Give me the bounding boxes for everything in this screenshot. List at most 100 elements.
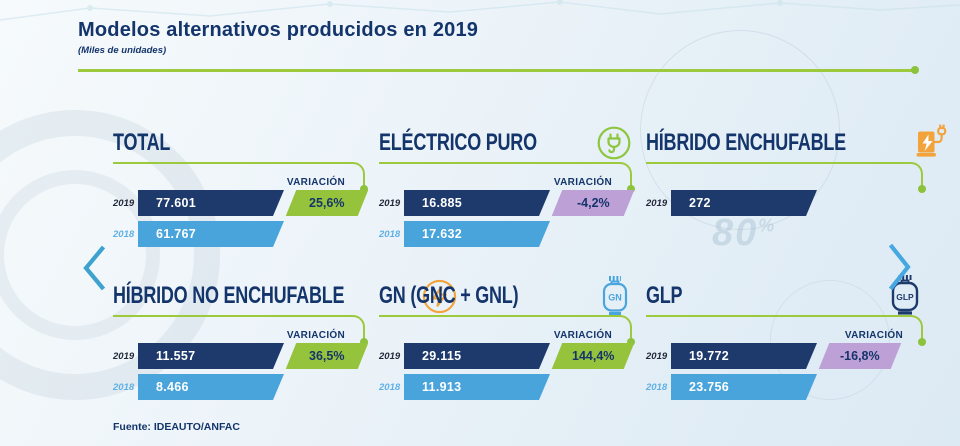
header-underline [78, 66, 919, 75]
next-button[interactable] [886, 241, 914, 296]
lightning-circle-icon [421, 278, 458, 315]
year-label: 2019 [646, 350, 668, 362]
panel-title: ELÉCTRICO PURO [379, 129, 537, 156]
bar-row-2019: 2019 272 [646, 190, 923, 216]
line-end-dot [627, 338, 636, 346]
panel-gn: GN (GNC + GNL) GN VARIACIÓN 2019 29.115 [379, 276, 636, 405]
bar-row-2019: 2019 19.772 -16,8% [646, 343, 923, 369]
fuel-pump-plug-icon [913, 123, 951, 163]
year-label: 2018 [379, 228, 401, 240]
bar-value: 16.885 [422, 196, 463, 210]
year-label: 2019 [379, 350, 401, 362]
year-label: 2019 [379, 197, 401, 209]
bar-row-2018: 2018 11.913 [379, 374, 632, 400]
value-bar-2019: 16.885 [404, 190, 550, 216]
cylinder-label: GLP [896, 292, 914, 302]
panel-hibrido-enchufable: HÍBRIDO ENCHUFABLE 2019 272 [646, 124, 946, 252]
panel-underline: VARIACIÓN [113, 315, 369, 346]
variation-badge: 25,6% [285, 190, 369, 216]
gas-cylinder-gn-icon: GN [598, 275, 632, 317]
variation-value: 144,4% [571, 349, 615, 363]
variation-value: 36,5% [309, 349, 345, 363]
bar-value: 11.913 [422, 380, 462, 394]
variacion-label: VARIACIÓN [844, 330, 903, 341]
bar-value: 29.115 [422, 349, 462, 363]
page-title: Modelos alternativos producidos en 2019 [78, 19, 479, 41]
line-end-dot [627, 185, 636, 193]
chevron-right-icon [886, 243, 914, 296]
value-bar-2018: 61.767 [138, 221, 284, 247]
year-label: 2018 [379, 381, 401, 393]
bar-value: 17.632 [422, 227, 463, 241]
page-subtitle: (Miles de unidades) [78, 45, 167, 56]
bar-row-2019: 2019 11.557 36,5% [113, 343, 369, 369]
bar-value: 23.756 [689, 380, 730, 394]
value-bar-2018: 11.913 [404, 374, 550, 400]
variacion-label: VARIACIÓN [553, 330, 612, 341]
panel-underline: VARIACIÓN [379, 162, 636, 193]
plug-circle-icon [596, 125, 632, 161]
panel-underline: VARIACIÓN [646, 315, 927, 346]
panel-title: GN (GNC + GNL) [379, 282, 519, 309]
bar-row-2018: 2018 17.632 [379, 221, 632, 247]
panel-underline: VARIACIÓN [113, 162, 369, 193]
variacion-label: VARIACIÓN [553, 177, 612, 188]
panel-total: TOTAL VARIACIÓN 2019 77.601 25,6% 2018 6… [113, 126, 369, 252]
value-bar-2018: 17.632 [404, 221, 550, 247]
bar-row-2019: 2019 16.885 -4,2% [379, 190, 635, 216]
variation-badge: 144,4% [551, 343, 635, 369]
cylinder-label: GN [608, 293, 622, 303]
gas-cylinder-glp-icon: GLP [887, 274, 923, 318]
line-end-dot [360, 185, 369, 193]
bar-value: 61.767 [156, 227, 197, 241]
variacion-label: VARIACIÓN [286, 177, 345, 188]
panel-underline [646, 162, 927, 193]
variation-badge: -16,8% [818, 343, 902, 369]
panel-title: GLP [646, 282, 683, 309]
value-bar-2018: 8.466 [138, 374, 284, 400]
year-label: 2019 [113, 197, 135, 209]
panel-hibrido-no-enchufable: HÍBRIDO NO ENCHUFABLE VARIACIÓN 2019 11.… [113, 279, 457, 405]
variation-value: -16,8% [840, 349, 880, 363]
panels-grid: TOTAL VARIACIÓN 2019 77.601 25,6% 2018 6… [113, 124, 946, 405]
bar-row-2018: 2018 23.756 [646, 374, 923, 400]
year-label: 2019 [113, 350, 135, 362]
variation-badge: 36,5% [285, 343, 369, 369]
bar-row-2018: 2018 8.466 [113, 374, 365, 400]
chevron-left-icon [80, 245, 108, 296]
panel-title: TOTAL [113, 129, 171, 156]
value-bar-2019: 29.115 [404, 343, 550, 369]
line-end-dot [360, 338, 369, 346]
prev-button[interactable] [80, 243, 108, 296]
panel-title: HÍBRIDO ENCHUFABLE [646, 129, 846, 156]
variation-value: 25,6% [309, 196, 345, 210]
panel-underline: VARIACIÓN [379, 315, 636, 346]
bar-value: 272 [689, 196, 711, 210]
bar-value: 77.601 [156, 196, 197, 210]
bar-row-2019: 2019 29.115 144,4% [379, 343, 635, 369]
panel-electrico-puro: ELÉCTRICO PURO VARIACIÓN 2019 16.885 -4,… [379, 125, 636, 252]
value-bar-2019: 11.557 [138, 343, 284, 369]
variation-value: -4,2% [576, 196, 610, 210]
value-bar-2018: 23.756 [671, 374, 817, 400]
line-end-dot [918, 338, 927, 346]
line-end-dot [918, 185, 927, 193]
source-text: Fuente: IDEAUTO/ANFAC [113, 421, 240, 433]
year-label: 2018 [646, 381, 668, 393]
value-bar-2019: 77.601 [138, 190, 284, 216]
variation-badge: -4,2% [551, 190, 635, 216]
year-label: 2018 [113, 381, 135, 393]
line-end-dot [911, 66, 919, 75]
year-label: 2018 [113, 228, 135, 240]
variacion-label: VARIACIÓN [286, 330, 345, 341]
value-bar-2019: 19.772 [671, 343, 817, 369]
bar-value: 8.466 [156, 380, 189, 394]
panel-glp: GLP GLP VARIACIÓN 2019 19.772 -16 [646, 275, 927, 405]
bar-value: 19.772 [689, 349, 730, 363]
bar-value: 11.557 [156, 349, 196, 363]
bar-row-2019: 2019 77.601 25,6% [113, 190, 369, 216]
value-bar-2019: 272 [671, 190, 817, 216]
bar-row-2018: 2018 61.767 [113, 221, 365, 247]
year-label: 2019 [646, 197, 668, 209]
panel-title: HÍBRIDO NO ENCHUFABLE [113, 282, 345, 309]
